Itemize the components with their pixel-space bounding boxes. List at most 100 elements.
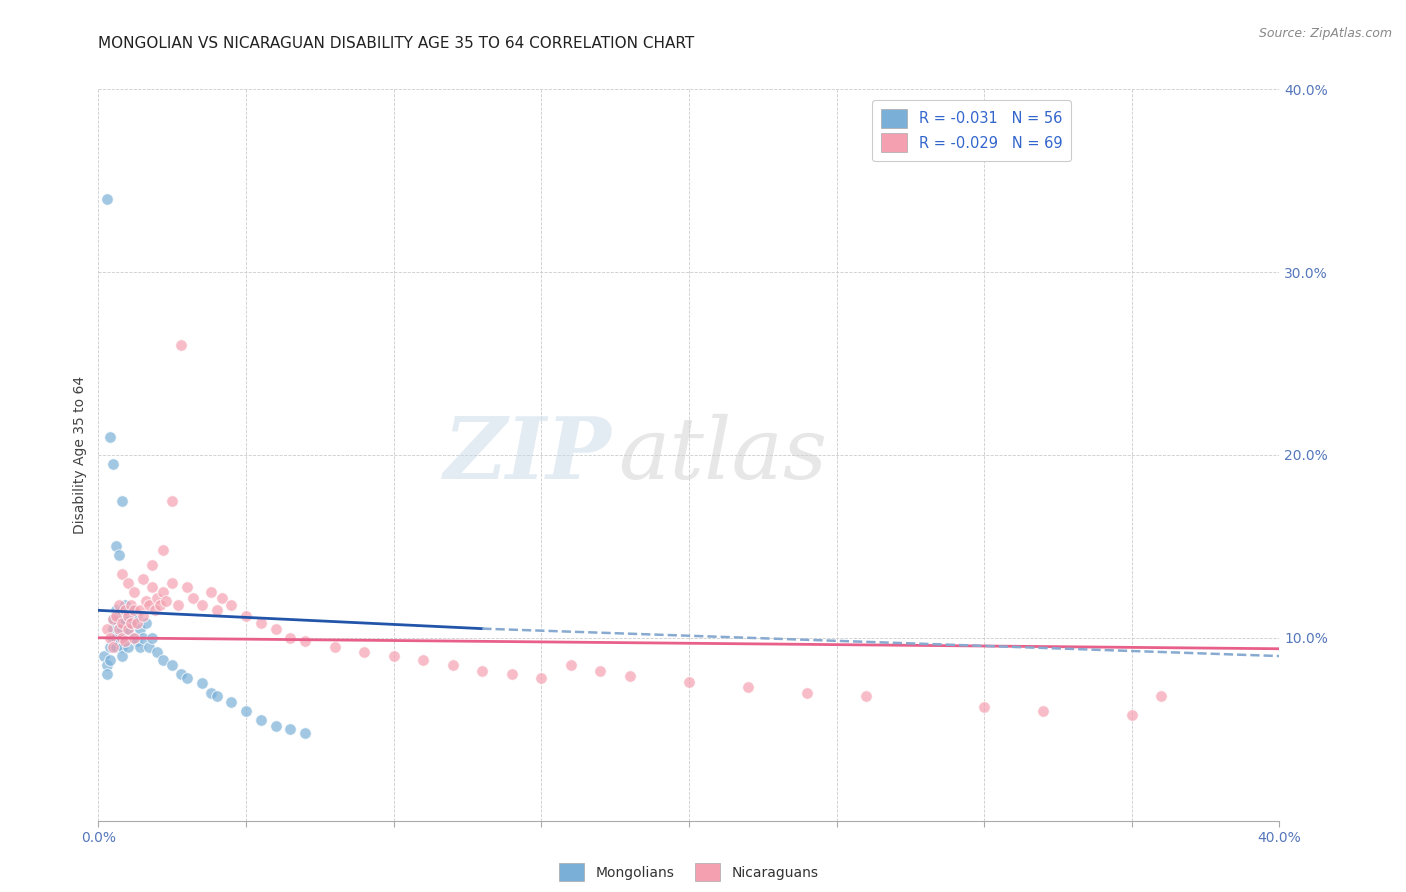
Point [98,653,121,667]
Point [98,430,121,444]
Point [114,613,136,627]
Point [105,640,128,654]
Point [1121,707,1143,722]
Legend: Mongolians, Nicaraguans: Mongolians, Nicaraguans [554,858,824,887]
Point [105,603,128,617]
Point [170,338,193,352]
Point [191,598,214,612]
Point [138,640,160,654]
Point [1150,690,1173,704]
Point [111,603,134,617]
Point [114,598,136,612]
Text: MONGOLIAN VS NICARAGUAN DISABILITY AGE 35 TO 64 CORRELATION CHART: MONGOLIAN VS NICARAGUAN DISABILITY AGE 3… [98,36,695,51]
Point [111,631,134,645]
Point [149,598,172,612]
Point [122,631,145,645]
Point [117,622,139,636]
Point [162,658,183,673]
Point [111,616,134,631]
Point [132,572,155,586]
Text: Source: ZipAtlas.com: Source: ZipAtlas.com [1258,27,1392,40]
Point [278,631,302,645]
Point [105,631,128,645]
Point [122,613,145,627]
Point [412,653,434,667]
Point [200,685,222,699]
Point [103,613,125,627]
Y-axis label: Disability Age 35 to 64: Disability Age 35 to 64 [73,376,87,534]
Point [117,622,139,636]
Point [122,603,145,617]
Point [96,622,118,636]
Point [135,594,157,608]
Point [278,723,302,737]
Point [152,585,174,599]
Point [114,634,136,648]
Point [235,704,257,718]
Point [108,616,131,631]
Point [103,457,125,471]
Point [323,640,346,654]
Point [146,591,169,605]
Point [235,608,257,623]
Point [155,594,177,608]
Point [250,616,273,631]
Text: ZIP: ZIP [444,413,612,497]
Point [264,622,287,636]
Point [128,622,150,636]
Point [205,690,228,704]
Point [353,645,375,659]
Point [96,192,118,206]
Point [125,608,148,623]
Point [111,640,134,654]
Point [108,622,131,636]
Point [103,613,125,627]
Point [973,700,995,714]
Point [128,603,150,617]
Point [560,658,582,673]
Point [855,690,877,704]
Point [111,493,134,508]
Point [111,622,134,636]
Point [294,634,316,648]
Point [294,726,316,740]
Point [141,631,163,645]
Point [105,608,128,623]
Point [111,566,134,581]
Point [135,616,157,631]
Point [530,671,553,685]
Point [796,685,818,699]
Point [501,667,523,681]
Point [114,631,136,645]
Point [146,645,169,659]
Point [181,591,204,605]
Point [120,603,142,617]
Point [176,671,198,685]
Point [162,576,183,591]
Point [471,664,494,678]
Point [117,608,139,623]
Point [132,608,155,623]
Point [678,674,700,689]
Point [219,695,242,709]
Point [103,631,125,645]
Point [132,631,155,645]
Point [205,603,228,617]
Point [96,667,118,681]
Point [264,718,287,732]
Point [737,680,759,694]
Point [125,616,148,631]
Point [122,631,145,645]
Point [143,603,166,617]
Point [98,640,121,654]
Point [1032,704,1054,718]
Point [120,616,142,631]
Point [93,649,115,664]
Point [250,713,273,727]
Point [125,634,148,648]
Point [111,649,134,664]
Point [176,580,198,594]
Point [211,591,233,605]
Point [108,608,131,623]
Point [191,676,214,690]
